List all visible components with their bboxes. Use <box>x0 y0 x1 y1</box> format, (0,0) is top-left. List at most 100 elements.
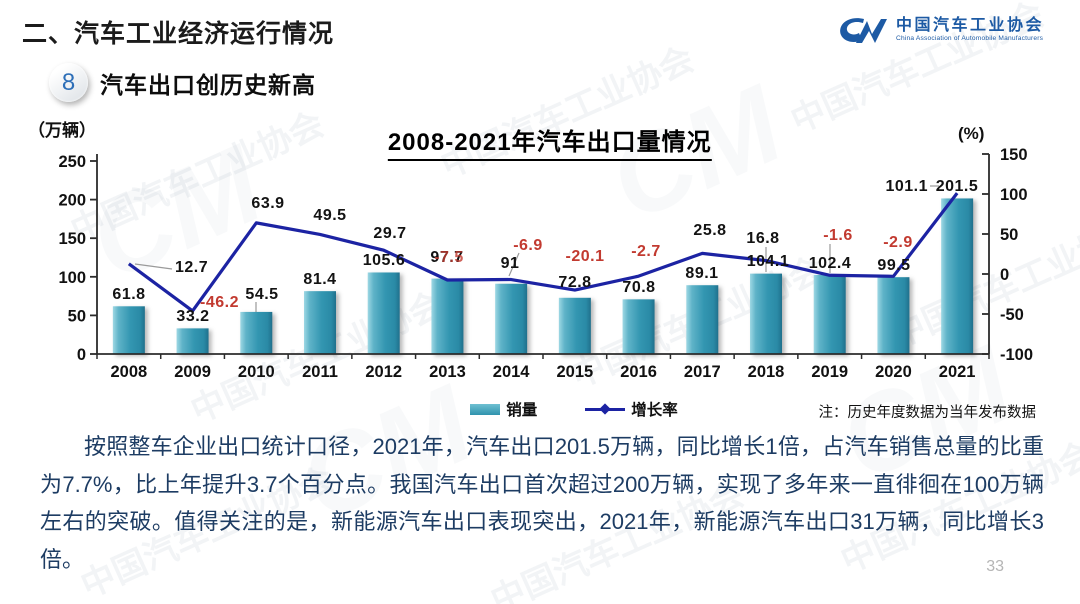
bar-2014 <box>495 283 528 354</box>
section-title: 二、汽车工业经济运行情况 <box>22 20 335 48</box>
legend-item-growth: 增长率 <box>585 398 678 420</box>
left-axis-unit: （万辆） <box>28 121 96 140</box>
growth-label-2019: -1.6 <box>823 227 853 244</box>
bar-2012 <box>367 272 400 354</box>
watermark-text: 中国汽车工业协会 <box>565 250 830 396</box>
left-tick-label: 50 <box>68 307 86 325</box>
bar-2011 <box>304 291 336 354</box>
year-label-2010: 2010 <box>238 363 275 381</box>
legend-item-sales: 销量 <box>470 398 537 420</box>
caam-logo-icon <box>840 18 887 43</box>
right-tick-label: 50 <box>1000 226 1018 244</box>
item-title: 汽车出口创历史新高 <box>100 72 316 98</box>
sales-label-2010: 54.5 <box>245 286 278 303</box>
watermark-text: 中国汽车工业协会 <box>885 210 1080 356</box>
bar-2013 <box>431 278 464 354</box>
year-label-2014: 2014 <box>493 363 531 381</box>
item-number: 8 <box>61 68 76 96</box>
right-tick-label: 150 <box>1000 146 1028 164</box>
legend-label-growth: 增长率 <box>631 402 678 419</box>
bar-2018 <box>750 273 782 354</box>
year-label-2013: 2013 <box>429 363 466 381</box>
right-tick-label: -100 <box>1000 346 1033 364</box>
year-label-2016: 2016 <box>620 363 657 381</box>
watermark-monogram: CM <box>72 122 279 305</box>
label-leader-line <box>508 252 520 277</box>
growth-rate-line <box>127 192 959 313</box>
left-tick-label: 200 <box>58 192 86 210</box>
bar-2020 <box>877 277 910 354</box>
bar-2015 <box>558 297 591 354</box>
growth-label-2009: -46.2 <box>200 294 239 311</box>
growth-label-2014: -6.9 <box>513 237 543 254</box>
logo-name-cn: 中国汽车工业协会 <box>895 17 1044 35</box>
growth-label-2010: 63.9 <box>251 195 284 212</box>
year-label-2015: 2015 <box>556 363 593 381</box>
growth-label-2011: 49.5 <box>313 207 346 224</box>
chart-note: 注：历史年度数据为当年发布数据 <box>818 405 1037 421</box>
sales-label-2013: 97.7 <box>430 249 463 266</box>
right-tick-label: 100 <box>1000 186 1028 204</box>
growth-label-2021: 101.1 <box>885 178 928 195</box>
page-number: 33 <box>986 558 1004 575</box>
sales-label-2014: 91 <box>501 255 520 272</box>
sales-label-2009: 33.2 <box>176 308 209 325</box>
left-tick-label: 100 <box>58 269 86 287</box>
growth-label-2018: 16.8 <box>746 230 779 247</box>
logo-name-en: China Association of Automobile Manufact… <box>895 35 1044 43</box>
item-number-badge: 8 <box>49 63 88 102</box>
sales-label-2011: 81.4 <box>303 271 336 288</box>
watermark-text: 中国汽车工业协会 <box>435 40 700 186</box>
label-leader-line <box>134 263 173 270</box>
sales-label-2017: 89.1 <box>685 265 718 282</box>
growth-line-swatch <box>585 403 626 415</box>
diamond-marker-icon <box>599 403 611 415</box>
sales-label-2016: 70.8 <box>622 279 655 296</box>
summary-paragraph: 按照整车企业出口统计口径，2021年，汽车出口201.5万辆，同比增长1倍，占汽… <box>40 434 1044 572</box>
growth-label-2015: -20.1 <box>566 248 605 265</box>
left-tick-label: 250 <box>58 153 86 171</box>
growth-label-2016: -2.7 <box>631 243 661 260</box>
year-label-2017: 2017 <box>684 363 721 381</box>
sales-label-2012: 105.6 <box>363 252 406 269</box>
sales-label-2019: 102.4 <box>809 255 852 272</box>
growth-label-2017: 25.8 <box>693 222 726 239</box>
year-label-2019: 2019 <box>811 363 848 381</box>
right-axis-unit: (%) <box>958 124 985 143</box>
growth-label-2008: 12.7 <box>175 259 208 276</box>
year-label-2021: 2021 <box>939 363 976 381</box>
left-tick-label: 0 <box>77 346 86 364</box>
bar-2017 <box>686 285 719 354</box>
year-label-2018: 2018 <box>748 363 785 381</box>
year-label-2009: 2009 <box>174 363 211 381</box>
bar-2016 <box>622 299 655 354</box>
chart-title: 2008-2021年汽车出口量情况 <box>387 122 712 161</box>
legend-label-sales: 销量 <box>506 402 538 419</box>
sales-label-2018: 104.1 <box>747 253 790 270</box>
bar-2009 <box>176 328 209 354</box>
bar-2021 <box>941 198 974 354</box>
growth-label-2013: -7.5 <box>434 249 464 266</box>
left-tick-label: 150 <box>58 230 86 248</box>
bar-2019 <box>813 274 846 354</box>
watermark-text: 中国汽车工业协会 <box>65 105 330 251</box>
year-label-2011: 2011 <box>302 363 338 381</box>
sales-label-2020: 99.5 <box>877 257 910 274</box>
caam-logo: 中国汽车工业协会 China Association of Automobile… <box>834 12 1044 48</box>
sales-bars <box>112 198 974 354</box>
sales-label-2015: 72.8 <box>558 274 591 291</box>
bar-2008 <box>112 306 145 354</box>
growth-label-2012: 29.7 <box>373 225 406 242</box>
chart-legend: 销量 增长率 <box>34 398 1080 420</box>
sales-label-2008: 61.8 <box>112 286 145 303</box>
year-label-2012: 2012 <box>365 363 402 381</box>
growth-label-2020: -2.9 <box>883 234 913 251</box>
bar-2010 <box>240 311 273 354</box>
sales-label-2021: 201.5 <box>936 178 979 195</box>
sales-bar-swatch <box>470 403 501 415</box>
right-tick-label: -50 <box>1000 306 1024 324</box>
year-label-2020: 2020 <box>875 363 912 381</box>
year-label-2008: 2008 <box>110 363 147 381</box>
right-tick-label: 0 <box>1000 266 1009 284</box>
